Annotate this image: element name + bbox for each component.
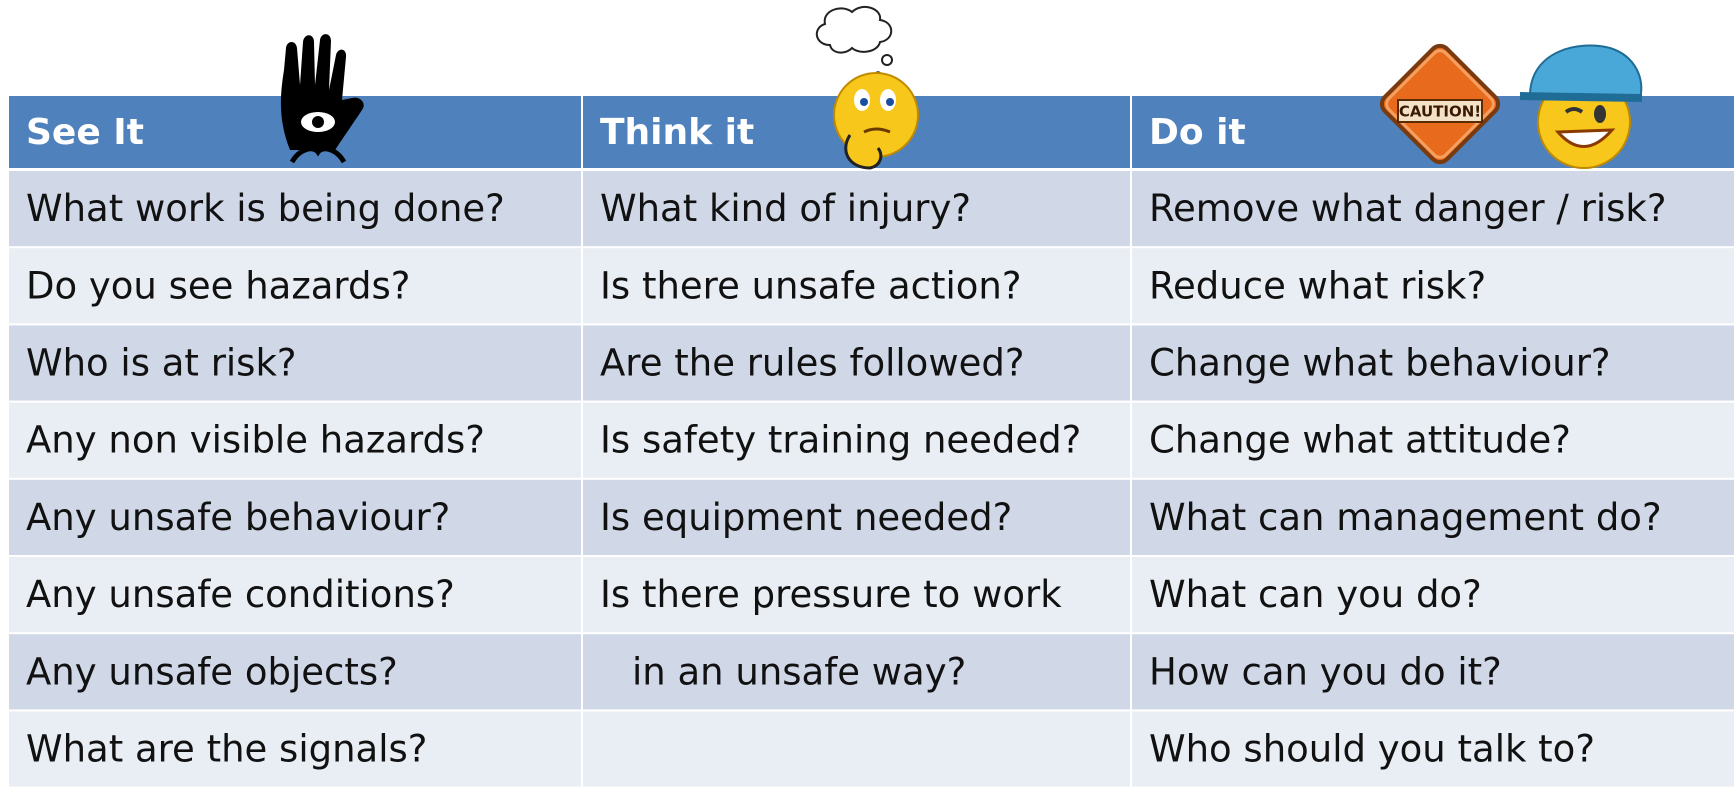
cell-text: Any non visible hazards? bbox=[26, 419, 485, 462]
cell-text: Change what attitude? bbox=[1149, 419, 1571, 462]
table-cell bbox=[9, 479, 581, 555]
cell-text: in an unsafe way? bbox=[632, 650, 966, 693]
table-cell bbox=[1132, 325, 1734, 401]
cell-text: What kind of injury? bbox=[600, 187, 971, 230]
cell-text: Who should you talk to? bbox=[1149, 728, 1595, 771]
table-cell bbox=[583, 325, 1130, 401]
cell-text: Remove what danger / risk? bbox=[1149, 187, 1666, 230]
cell-text: How can you do it? bbox=[1149, 650, 1502, 693]
cell-text: Change what behaviour? bbox=[1149, 342, 1611, 385]
cell-text: What are the signals? bbox=[26, 728, 427, 771]
table: See It Think it Do it What work is being do… bbox=[9, 96, 1734, 787]
cell-text: Any unsafe conditions? bbox=[26, 573, 455, 616]
header-text: Think it bbox=[600, 112, 754, 153]
cell-text: What can you do? bbox=[1149, 573, 1482, 616]
table-cell bbox=[583, 557, 1130, 633]
cell-text: Reduce what risk? bbox=[1149, 264, 1486, 307]
table-cell bbox=[9, 557, 581, 633]
table-cell bbox=[583, 402, 1130, 478]
table-cell bbox=[1132, 171, 1734, 247]
hand-eye-icon bbox=[280, 34, 364, 164]
table-cell bbox=[583, 634, 1130, 710]
table-cell bbox=[9, 634, 581, 710]
cell-text: Any unsafe behaviour? bbox=[26, 496, 450, 539]
table-cell bbox=[9, 171, 581, 247]
table-cell bbox=[9, 402, 581, 478]
table-cell bbox=[583, 248, 1130, 324]
table-cell bbox=[1132, 248, 1734, 324]
table-cell bbox=[583, 171, 1130, 247]
cell-text: Is safety training needed? bbox=[600, 419, 1081, 462]
cell-text: Any unsafe objects? bbox=[26, 650, 398, 693]
cell-text: Is there unsafe action? bbox=[600, 264, 1022, 307]
cell-text: Who is at risk? bbox=[26, 342, 297, 385]
cell-text: Is there pressure to work bbox=[600, 573, 1062, 616]
table-cell bbox=[583, 479, 1130, 555]
table-cell bbox=[1132, 634, 1734, 710]
header-text: See It bbox=[26, 112, 144, 153]
cell-text: Are the rules followed? bbox=[600, 342, 1024, 385]
table-cell bbox=[1132, 479, 1734, 555]
table-cell bbox=[9, 325, 581, 401]
thinking-smiley-icon bbox=[815, 5, 919, 170]
svg-text:CAUTION!: CAUTION! bbox=[1399, 103, 1481, 121]
cell-text: Is equipment needed? bbox=[600, 496, 1012, 539]
header-text: Do it bbox=[1149, 112, 1246, 153]
helmet-smiley-icon bbox=[1519, 44, 1643, 169]
table-cell bbox=[1132, 402, 1734, 478]
cell-text: Do you see hazards? bbox=[26, 264, 410, 307]
cell-text: What can management do? bbox=[1149, 496, 1662, 539]
cell-text: What work is being done? bbox=[26, 187, 505, 230]
table-cell bbox=[583, 711, 1130, 787]
table-cell bbox=[1132, 711, 1734, 787]
table-cell bbox=[9, 248, 581, 324]
table-cell bbox=[1132, 557, 1734, 633]
table-cell bbox=[9, 711, 581, 787]
caution-sign-icon: CAUTION! bbox=[1379, 43, 1501, 165]
